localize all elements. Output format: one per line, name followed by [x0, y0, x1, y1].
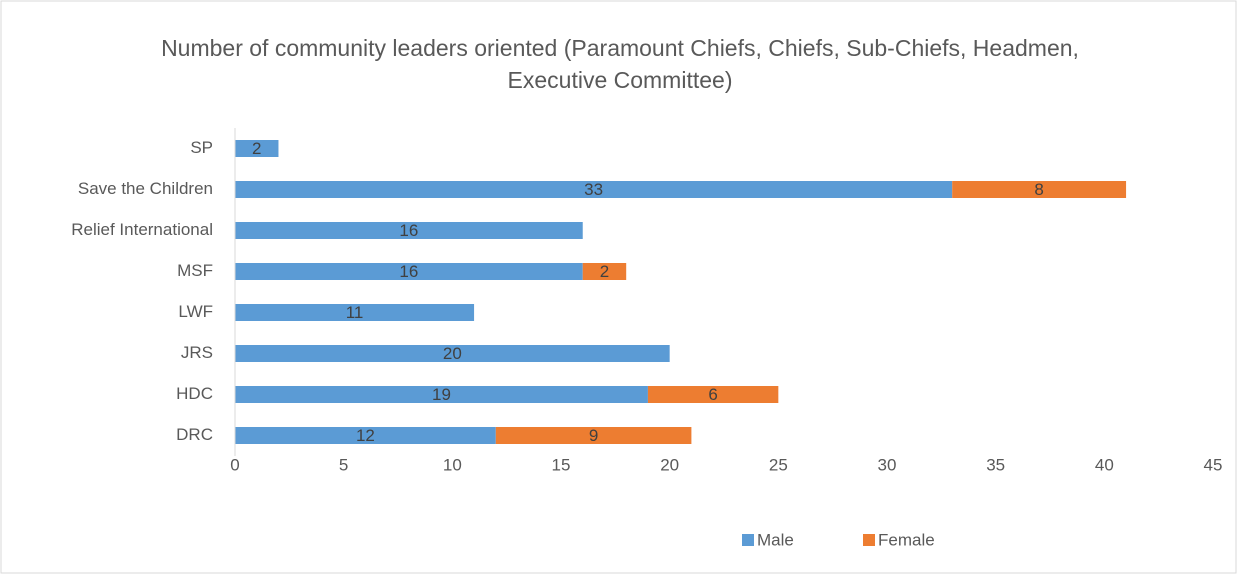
x-tick-label: 20: [660, 455, 679, 474]
bar-segment: [582, 263, 627, 280]
x-tick-label: 40: [1095, 455, 1114, 474]
bar-segment: [235, 140, 279, 157]
data-label: 6: [708, 385, 717, 404]
chart-title: Number of community leaders oriented (Pa…: [161, 35, 1079, 93]
bar-segment: [495, 427, 692, 444]
bar-segment: [235, 386, 648, 403]
x-tick-label: 35: [986, 455, 1005, 474]
data-label: 2: [600, 262, 609, 281]
x-tick-label: 45: [1204, 455, 1223, 474]
legend-label: Female: [878, 530, 935, 549]
x-tick-label: 15: [552, 455, 571, 474]
legend-label: Male: [757, 530, 794, 549]
y-tick-label: Save the Children: [78, 179, 213, 198]
x-tick-label: 0: [230, 455, 239, 474]
x-tick-label: 25: [769, 455, 788, 474]
bar-segment: [235, 222, 583, 239]
data-label: 8: [1034, 180, 1043, 199]
data-label: 9: [589, 426, 598, 445]
y-tick-label: HDC: [176, 384, 213, 403]
bar-segment: [952, 181, 1127, 198]
bar-segment: [647, 386, 779, 403]
y-tick-label: LWF: [178, 302, 213, 321]
data-label: 12: [356, 426, 375, 445]
data-label: 16: [399, 221, 418, 240]
x-tick-label: 30: [878, 455, 897, 474]
y-tick-label: DRC: [176, 425, 213, 444]
data-label: 19: [432, 385, 451, 404]
y-tick-label: MSF: [177, 261, 213, 280]
legend-swatch: [742, 534, 754, 546]
bar-segment: [235, 427, 496, 444]
x-tick-label: 5: [339, 455, 348, 474]
data-label: 2: [252, 139, 261, 158]
y-tick-label: Relief International: [71, 220, 213, 239]
data-label: 11: [346, 303, 364, 322]
bar-segment: [235, 345, 670, 362]
x-tick-label: 10: [443, 455, 462, 474]
bar-segment: [235, 304, 475, 321]
bar-segment: [235, 181, 953, 198]
data-label: 33: [584, 180, 603, 199]
y-tick-label: SP: [190, 138, 213, 157]
data-label: 16: [399, 262, 418, 281]
data-label: 20: [443, 344, 462, 363]
y-tick-label: JRS: [181, 343, 213, 362]
bar-segment: [235, 263, 583, 280]
legend-swatch: [863, 534, 875, 546]
